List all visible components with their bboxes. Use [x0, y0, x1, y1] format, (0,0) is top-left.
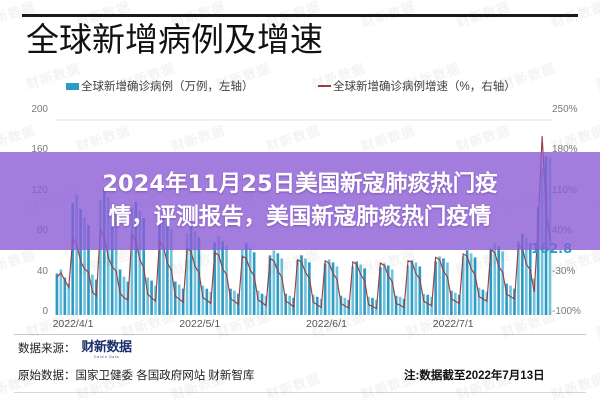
x-axis-tick: 2022/4/1 — [52, 318, 94, 330]
line-series — [56, 136, 551, 310]
chart-legend: 全球新增确诊病例（万例，左轴） 全球新增确诊病例增速（%，右轴） — [60, 78, 560, 98]
source-row: 数据来源： 财新数据 Caixin Data — [18, 341, 132, 359]
source-label: 数据来源： — [18, 343, 76, 355]
legend-label-bars: 全球新增确诊病例（万例，左轴） — [81, 81, 254, 93]
y-axis-tick-left: 0 — [42, 306, 48, 317]
overlay-line-1: 2024年11月25日美国新寇肺痰热门疫 — [102, 171, 498, 197]
y-axis-tick-left: 200 — [31, 104, 48, 115]
watermark-text: 财新数据 — [548, 368, 600, 400]
x-axis-tick: 2022/7/1 — [432, 318, 474, 330]
x-axis-tick: 2022/5/1 — [179, 318, 221, 330]
footer-divider — [14, 334, 586, 335]
watermark-text: 财新数据 — [263, 368, 323, 400]
y-axis-tick-right: -100% — [552, 306, 581, 317]
title-divider — [22, 14, 578, 17]
x-axis-tick: 2022/6/1 — [306, 318, 347, 330]
y-axis-tick-right: 180% — [552, 144, 578, 156]
page-title: 全球新增病例及增速 — [26, 20, 323, 59]
y-axis-tick-left: 160 — [31, 144, 48, 156]
legend-item-bars: 全球新增确诊病例（万例，左轴） — [66, 78, 254, 94]
watermark-text: 财新数据 — [593, 58, 600, 94]
caixin-logo-cn: 财新数据 — [81, 340, 133, 355]
overlay-banner-text: 2024年11月25日美国新寇肺痰热门疫 情，评测报告，美国新寇肺痰热门疫情 — [0, 152, 600, 250]
overlay-banner — [0, 152, 600, 250]
y-axis-tick-right: 250% — [552, 104, 578, 115]
y-axis-tick-left: 40 — [36, 265, 48, 277]
bar-swatch-icon — [66, 82, 79, 90]
legend-item-line: 全球新增确诊病例增速（%，右轴） — [318, 78, 516, 94]
bottom-divider — [14, 392, 586, 393]
line-swatch-icon — [318, 85, 331, 87]
raw-source-label: 原始数据：国家卫健委 各国政府网站 财新智库 — [18, 370, 255, 382]
overlay-line-2: 情，评测报告，美国新寇肺痰热门疫情 — [108, 204, 492, 230]
data-cutoff-note: 注:数据截至2022年7月13日 — [404, 370, 545, 382]
caixin-logo-en: Caixin Data — [93, 355, 120, 359]
legend-label-line: 全球新增确诊病例增速（%，右轴） — [333, 81, 516, 93]
chart-canvas — [55, 119, 552, 315]
caixin-logo: 财新数据 Caixin Data — [81, 340, 133, 359]
y-axis-tick-right: -30% — [552, 265, 576, 277]
